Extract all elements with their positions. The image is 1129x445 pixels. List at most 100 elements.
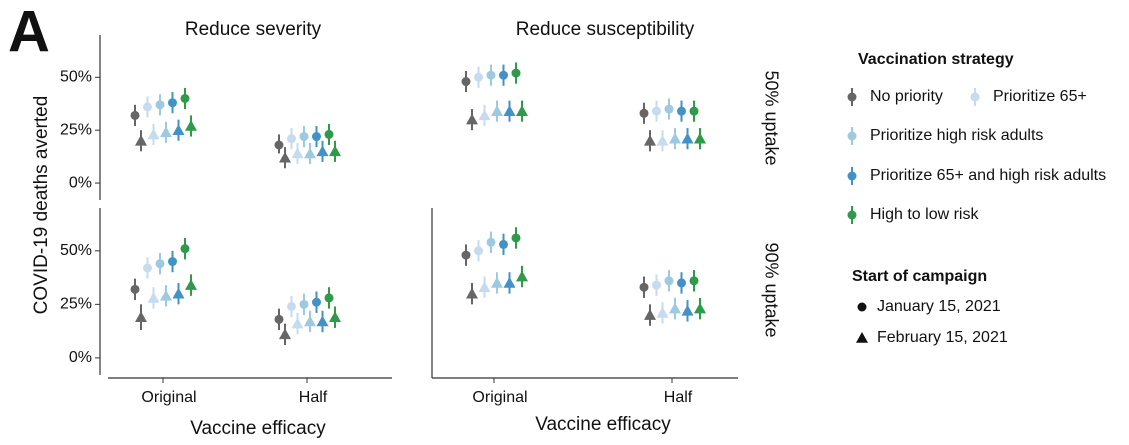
point [681,132,694,144]
y-tick-label: 0% [69,174,92,191]
x-axis-label: Vaccine efficacy [535,414,671,435]
legend-label: Prioritize 65+ and high risk adults [870,167,1106,184]
point [503,105,516,116]
point [287,301,296,311]
point [669,132,681,144]
legend-swatch [970,92,980,102]
column-title: Reduce severity [185,19,322,40]
point [639,108,649,118]
legend-swatch [847,171,857,181]
point [652,280,661,290]
point [664,276,674,286]
y-tick-label: 25% [60,121,92,138]
point [324,293,334,303]
point [644,309,656,320]
point [160,289,172,301]
y-tick-label: 50% [60,242,92,259]
point [172,287,185,299]
point [316,315,329,327]
legend-label: Prioritize 65+ [993,88,1087,105]
x-tick-label: Original [472,389,527,406]
x-tick-label: Half [299,389,328,406]
point [304,147,316,159]
legend-label: High to low risk [870,206,979,223]
x-tick-label: Half [664,389,693,406]
point [130,110,140,120]
point [656,134,669,146]
point [486,70,496,80]
legend-label: No priority [870,88,943,105]
point [466,113,478,125]
point [147,291,160,303]
point [652,106,661,116]
point [681,304,694,316]
point [511,68,521,78]
point [185,119,197,131]
point [135,134,147,146]
point [291,147,304,159]
point [304,315,316,327]
column-title: Reduce susceptibility [516,19,695,40]
point [689,106,699,116]
point [143,263,152,273]
point [669,302,681,314]
point [299,299,309,309]
point [274,140,284,150]
panel-label: A [8,0,50,64]
point [474,72,483,82]
x-tick-label: Original [141,389,196,406]
point [130,284,140,294]
y-axis-label: COVID-19 deaths averted [31,96,52,315]
point [143,102,152,112]
legend-label: February 15, 2021 [877,329,1008,346]
point [639,282,649,292]
point [135,311,147,322]
point [160,126,172,138]
point [677,278,686,288]
point [279,328,291,340]
point [155,100,165,110]
point [329,145,341,157]
point [279,151,291,163]
y-tick-label: 50% [60,69,92,86]
legend-marker [856,332,868,343]
point [664,104,674,114]
point [316,145,329,157]
point [274,314,284,324]
point [172,124,185,135]
point [656,306,669,318]
point [168,98,177,108]
x-axis-label: Vaccine efficacy [190,418,326,439]
point [478,281,491,293]
point [486,237,496,247]
legend-label: Prioritize high risk adults [870,127,1043,144]
point [689,276,699,286]
point [491,105,503,116]
point [694,132,706,144]
y-tick-label: 0% [69,349,92,366]
point [180,93,190,103]
legend-swatch [847,92,857,102]
point [287,134,296,144]
legend-title: Vaccination strategy [858,51,1014,68]
point [180,244,190,254]
point [694,302,706,314]
point [503,276,516,288]
point [312,132,321,142]
point [474,246,483,256]
point [644,134,656,146]
point [291,317,304,329]
y-tick-label: 25% [60,296,92,313]
point [461,77,471,87]
point [155,259,165,269]
point [329,311,341,322]
legend-title: Start of campaign [852,268,987,285]
point [461,250,471,260]
point [516,270,528,282]
row-title: 90% uptake [761,242,781,337]
point [466,287,478,299]
point [491,276,503,288]
point [324,129,334,139]
legend-swatch [847,131,857,141]
